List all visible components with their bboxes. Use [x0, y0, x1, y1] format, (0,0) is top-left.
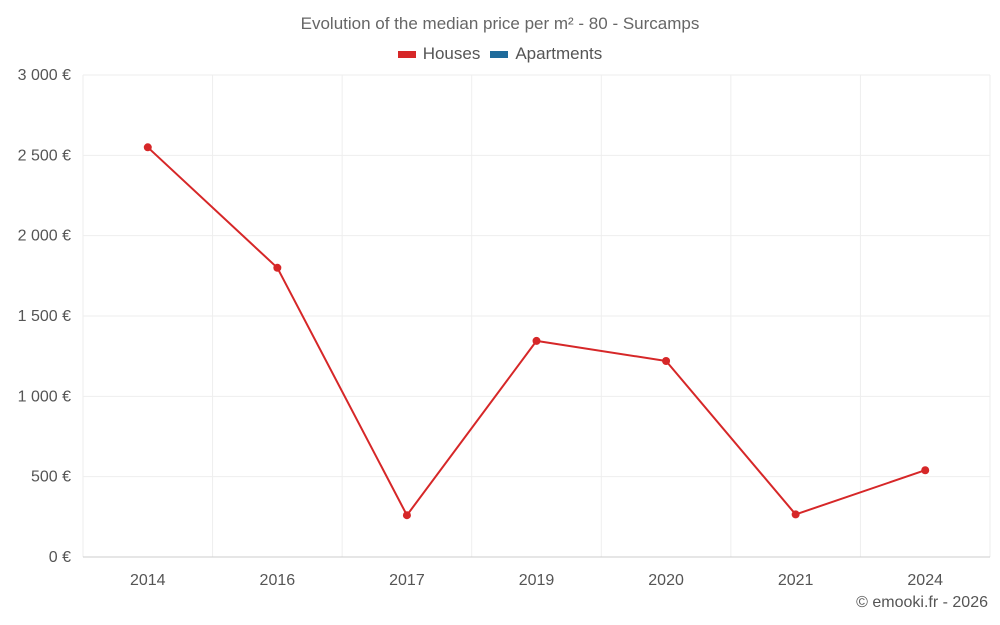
data-point[interactable] [921, 466, 930, 475]
x-tick-label: 2024 [907, 572, 943, 589]
series-line-houses [147, 146, 926, 517]
x-tick-label: 2014 [130, 572, 166, 589]
legend-item-apartments[interactable]: Apartments [490, 44, 602, 64]
x-tick-label: 2020 [648, 572, 684, 589]
x-tick-label: 2021 [778, 572, 814, 589]
legend-swatch-apartments [490, 50, 509, 58]
y-tick-label: 500 € [31, 469, 71, 486]
data-point[interactable] [662, 356, 671, 365]
legend-swatch-houses [397, 50, 416, 58]
legend-item-houses[interactable]: Houses [397, 44, 481, 64]
y-tick-label: 1 500 € [18, 308, 71, 325]
x-tick-label: 2019 [519, 572, 555, 589]
data-point[interactable] [791, 510, 800, 519]
y-tick-label: 2 000 € [18, 228, 71, 245]
y-tick-label: 3 000 € [18, 67, 71, 84]
data-point[interactable] [532, 336, 541, 345]
data-point[interactable] [273, 263, 282, 272]
y-tick-label: 1 000 € [18, 388, 71, 405]
credit-text: © emooki.fr - 2026 [856, 594, 988, 611]
x-tick-label: 2016 [260, 572, 296, 589]
y-tick-label: 2 500 € [18, 147, 71, 164]
chart-legend: Houses Apartments [0, 44, 1000, 64]
legend-label-apartments: Apartments [515, 44, 603, 63]
y-tick-label: 0 € [49, 549, 71, 566]
x-tick-label: 2017 [389, 572, 425, 589]
data-point[interactable] [143, 143, 152, 152]
data-point[interactable] [402, 511, 411, 520]
chart-title: Evolution of the median price per m² - 8… [300, 14, 700, 33]
legend-label-houses: Houses [422, 44, 481, 63]
